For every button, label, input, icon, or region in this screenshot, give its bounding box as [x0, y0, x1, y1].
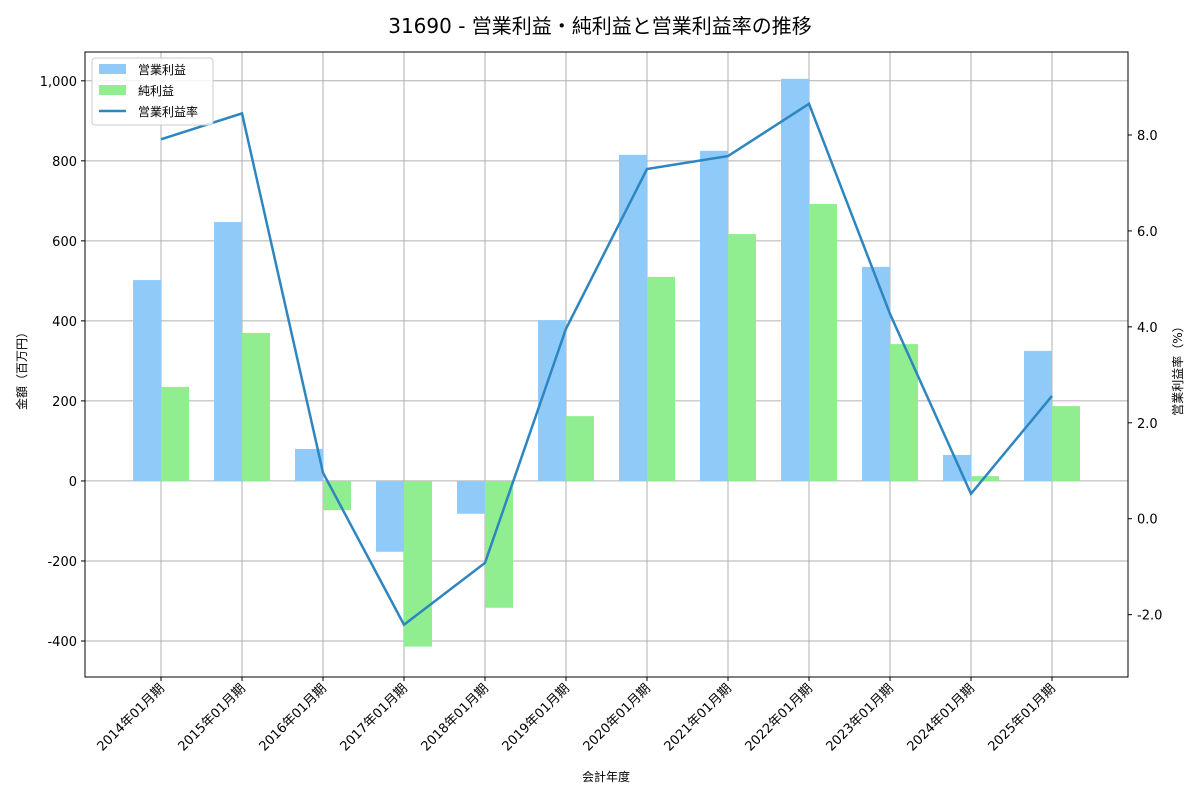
y-tick-label: -400 [47, 635, 77, 650]
legend-swatch-operating-profit [99, 64, 126, 74]
x-tick-label: 2022年01月期 [743, 681, 816, 754]
x-tick-label: 2020年01月期 [581, 681, 654, 754]
line-operating-margin [160, 101, 1053, 627]
legend-label-operating-margin: 営業利益率 [138, 104, 198, 119]
x-tick-label: 2014年01月期 [95, 681, 168, 754]
bar-series [133, 78, 1080, 647]
x-axis-label: 会計年度 [582, 769, 630, 784]
x-tick-label: 2017年01月期 [338, 681, 411, 754]
y2-tick-label: 8.0 [1137, 129, 1158, 144]
y-tick-label: 600 [52, 235, 77, 250]
bar-net-profit [242, 332, 270, 481]
bar-net-profit [566, 416, 594, 481]
x-axis: 2014年01月期 2015年01月期 2016年01月期 2017年01月期 2018… [95, 677, 1059, 755]
bar-operating-profit [943, 454, 971, 481]
x-tick-label: 2023年01月期 [824, 681, 897, 754]
bar-net-profit [404, 480, 432, 647]
bar-operating-profit [781, 78, 809, 481]
y-tick-label: 200 [52, 395, 77, 410]
bar-net-profit [323, 480, 351, 511]
bar-operating-profit [376, 480, 404, 552]
y-tick-label: 1,000 [40, 75, 77, 90]
line-series [160, 101, 1053, 627]
bar-operating-profit [700, 150, 728, 481]
y-axis-right: -2.0 0.0 2.0 4.0 6.0 8.0 [1128, 129, 1162, 624]
bar-net-profit [1052, 406, 1080, 481]
x-tick-label: 2016年01月期 [257, 681, 330, 754]
bar-net-profit [809, 204, 837, 481]
bar-operating-profit [538, 320, 566, 481]
y-tick-label: 800 [52, 155, 77, 170]
chart-title: 31690 - 営業利益・純利益と営業利益率の推移 [388, 14, 812, 38]
y-tick-label: 400 [52, 315, 77, 330]
bar-operating-profit [133, 280, 161, 481]
x-tick-label: 2015年01月期 [176, 681, 249, 754]
legend: 営業利益 純利益 営業利益率 [91, 57, 214, 126]
y2-tick-label: 6.0 [1137, 225, 1158, 240]
legend-swatch-net-profit [99, 85, 126, 95]
legend-label-net-profit: 純利益 [138, 84, 174, 98]
legend-label-operating-profit: 営業利益 [138, 63, 186, 77]
y-axis-left-label: 金額（百万円） [14, 326, 29, 410]
y2-tick-label: 0.0 [1137, 513, 1158, 528]
x-tick-label: 2021年01月期 [662, 681, 735, 754]
bar-operating-profit [214, 222, 242, 481]
legend-box [91, 57, 214, 126]
y2-tick-label: 2.0 [1137, 417, 1158, 432]
bar-net-profit [161, 386, 189, 481]
y-axis-left: -400 -200 0 200 400 600 800 1,000 [40, 75, 85, 650]
y2-tick-label: 4.0 [1137, 321, 1158, 336]
bar-operating-profit [619, 154, 647, 481]
y2-tick-label: -2.0 [1137, 609, 1162, 624]
bar-net-profit [485, 480, 513, 608]
y-axis-right-label: 営業利益率（%） [1170, 320, 1185, 415]
bar-operating-profit [862, 266, 890, 481]
bar-operating-profit [457, 480, 485, 514]
y-tick-label: 0 [69, 475, 77, 490]
plot-frame [84, 51, 1129, 678]
x-tick-label: 2024年01月期 [905, 681, 978, 754]
x-tick-label: 2025年01月期 [986, 681, 1059, 754]
x-tick-label: 2018年01月期 [419, 681, 492, 754]
bar-net-profit [647, 276, 675, 481]
bar-operating-profit [1024, 350, 1052, 481]
x-tick-label: 2019年01月期 [500, 681, 573, 754]
y-tick-label: -200 [47, 555, 77, 570]
bar-net-profit [728, 234, 756, 481]
